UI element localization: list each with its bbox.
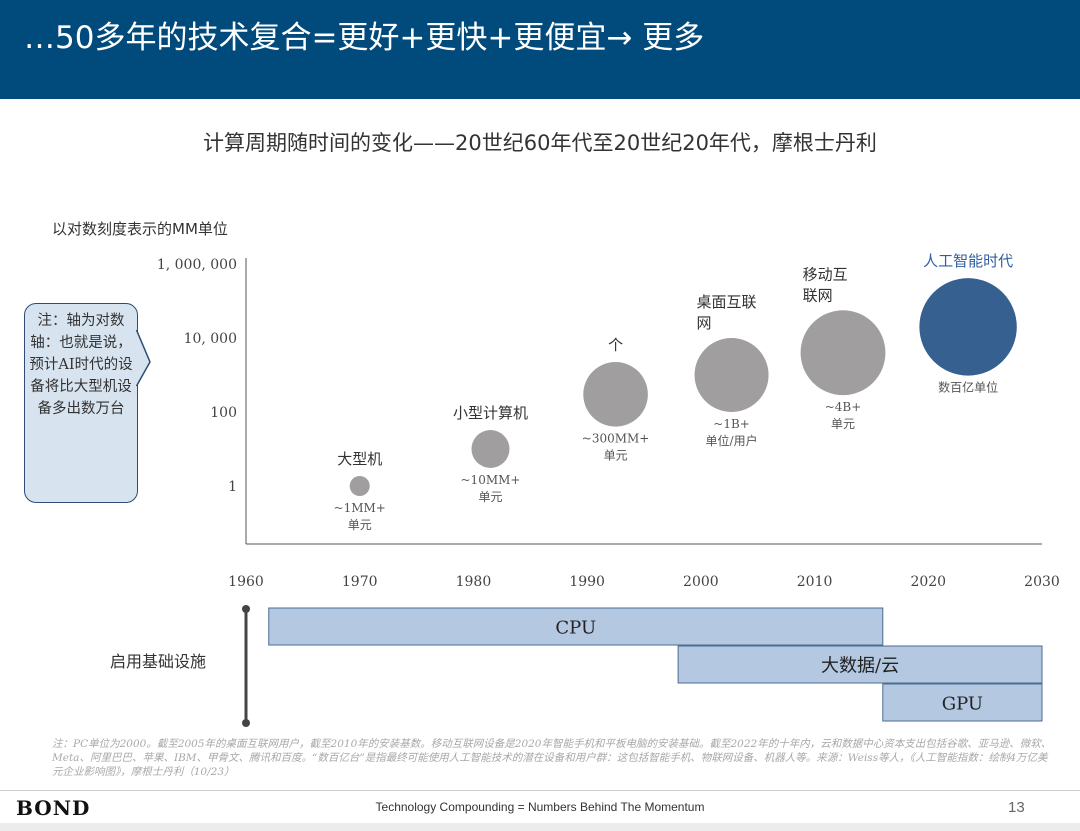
footer-divider <box>0 790 1080 791</box>
bubble-units-label: ~1MM+ <box>334 501 386 515</box>
y-tick-label: 10, 000 <box>184 331 237 347</box>
bubble-era-label: 联网 <box>803 286 833 304</box>
footer-text: Technology Compounding = Numbers Behind … <box>375 800 705 814</box>
brand-logo: BOND <box>16 796 91 820</box>
y-axis-label: 以对数刻度表示的MM单位 <box>52 220 228 238</box>
bubble-3 <box>694 338 769 412</box>
x-tick-label: 2030 <box>1024 574 1060 590</box>
bubble-era-label: 桌面互联 <box>697 293 757 311</box>
page-title: …50多年的技术复合=更好+更快+更便宜→ 更多 <box>24 20 705 56</box>
bubble-units-label: ~4B+ <box>825 400 862 414</box>
page-number: 13 <box>1008 799 1025 816</box>
x-tick-label: 1970 <box>342 574 378 590</box>
note-callout-tail <box>136 330 151 387</box>
bubble-era-label: 大型机 <box>337 450 382 468</box>
bubble-units-label: 数百亿单位 <box>938 380 998 395</box>
infra-bar-2 <box>882 683 1043 722</box>
infra-label: 启用基础设施 <box>110 652 206 671</box>
y-tick-label: 1 <box>228 479 237 495</box>
bubble-units-label: 单位/用户 <box>706 433 758 448</box>
bottom-strip <box>0 823 1080 831</box>
bubble-era-label: 个 <box>608 336 623 354</box>
infra-bar-1 <box>677 645 1043 684</box>
bubble-era-label: 人工智能时代 <box>923 252 1013 270</box>
x-tick-label: 1980 <box>456 574 492 590</box>
bubble-era-label: 移动互 <box>803 265 848 283</box>
x-tick-label: 2010 <box>797 574 833 590</box>
infra-bar-label: 大数据/云 <box>821 656 899 677</box>
bubble-units-label: 单元 <box>831 417 855 431</box>
infra-bar-label: CPU <box>555 618 596 639</box>
bubble-0 <box>349 476 370 496</box>
bubble-units-label: ~1B+ <box>713 417 750 431</box>
infra-bar-0 <box>268 607 884 646</box>
bubble-era-label: 网 <box>697 314 712 332</box>
infra-timeline-dot-top <box>242 605 250 613</box>
bubble-era-label: 小型计算机 <box>453 404 528 422</box>
chart-title: 计算周期随时间的变化——20世纪60年代至20世纪20年代，摩根士丹利 <box>203 131 877 155</box>
infra-bar-label: GPU <box>942 694 983 715</box>
x-tick-label: 2000 <box>683 574 719 590</box>
bubble-units-label: 单元 <box>478 490 502 504</box>
bubble-units-label: ~10MM+ <box>461 473 521 487</box>
infra-timeline-dot-bottom <box>242 719 250 727</box>
x-tick-label: 2020 <box>910 574 946 590</box>
note-box: 注：轴为对数轴：也就是说，预计AI时代的设备将比大型机设备多出数万台 <box>24 303 138 503</box>
y-tick-label: 100 <box>210 405 237 421</box>
bubble-5 <box>919 278 1017 376</box>
bubble-1 <box>471 430 510 468</box>
y-tick-label: 1, 000, 000 <box>157 257 237 273</box>
bubble-4 <box>800 310 886 396</box>
bubble-2 <box>583 362 648 427</box>
header-bar: …50多年的技术复合=更好+更快+更便宜→ 更多 <box>0 0 1080 99</box>
bubble-units-label: 单元 <box>604 449 628 463</box>
x-tick-label: 1960 <box>228 574 264 590</box>
bubble-units-label: ~300MM+ <box>582 432 650 446</box>
x-tick-label: 1990 <box>569 574 605 590</box>
footnote: 注：PC单位为2000。截至2005年的桌面互联网用户，截至2010年的安装基数… <box>52 738 1052 778</box>
bubble-units-label: 单元 <box>348 518 372 532</box>
chart-svg: 以对数刻度表示的MM单位 1 100 10, 000 1, 000, 000 1960 19… <box>52 220 1060 727</box>
